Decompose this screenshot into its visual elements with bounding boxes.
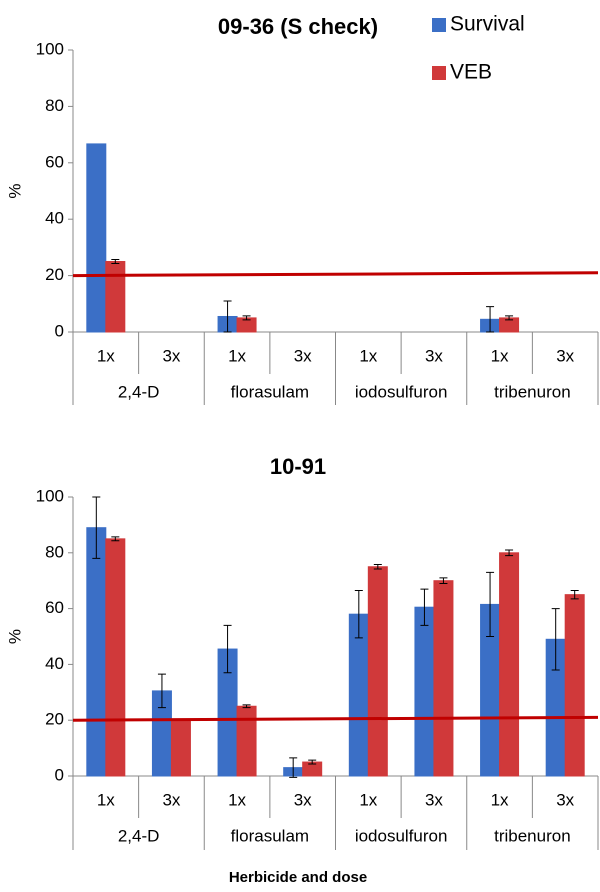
error-bar xyxy=(373,564,382,570)
error-bar xyxy=(242,704,251,709)
x-tick-label: 3x xyxy=(294,346,312,365)
error-bar xyxy=(570,589,579,600)
x-tick-label: 3x xyxy=(294,790,312,809)
y-tick-label: 80 xyxy=(45,542,64,561)
group-label: florasulam xyxy=(231,382,309,401)
y-tick-label: 60 xyxy=(45,598,64,617)
bar xyxy=(367,566,388,777)
error-bar xyxy=(157,673,166,709)
legend-label: VEB xyxy=(450,61,492,84)
x-axis-label: Herbicide and dose xyxy=(229,869,367,886)
error-bar xyxy=(111,259,120,264)
bar xyxy=(86,527,107,777)
y-axis-label: % xyxy=(5,183,24,198)
y-tick-label: 0 xyxy=(55,765,64,784)
error-bar xyxy=(505,549,514,557)
legend-swatch xyxy=(432,66,446,80)
y-tick-label: 40 xyxy=(45,209,64,228)
error-bar xyxy=(308,759,317,765)
y-tick-label: 20 xyxy=(45,265,64,284)
reference-line xyxy=(72,715,599,722)
x-tick-label: 1x xyxy=(228,346,246,365)
x-tick-label: 3x xyxy=(556,790,574,809)
error-bar xyxy=(289,757,298,778)
x-tick-label: 3x xyxy=(162,346,180,365)
x-tick-label: 1x xyxy=(359,790,377,809)
bar xyxy=(499,552,520,777)
error-bar xyxy=(111,536,120,542)
group-label: iodosulfuron xyxy=(355,382,448,401)
bar xyxy=(564,594,585,777)
error-bar xyxy=(551,608,560,671)
bar xyxy=(105,538,126,777)
group-label: tribenuron xyxy=(494,382,571,401)
reference-line xyxy=(72,271,599,278)
group-label: tribenuron xyxy=(494,826,571,845)
x-tick-label: 3x xyxy=(425,346,443,365)
x-tick-label: 1x xyxy=(359,346,377,365)
x-tick-label: 1x xyxy=(97,790,115,809)
x-tick-label: 1x xyxy=(491,346,509,365)
bar xyxy=(348,613,369,777)
y-tick-label: 40 xyxy=(45,654,64,673)
y-tick-label: 100 xyxy=(36,39,64,58)
y-tick-label: 0 xyxy=(55,321,64,340)
error-bar xyxy=(486,306,495,333)
legend-label: Survival xyxy=(450,13,525,36)
bar xyxy=(433,580,454,777)
x-tick-label: 1x xyxy=(228,790,246,809)
legend-swatch xyxy=(432,18,446,32)
error-bar xyxy=(439,577,448,584)
x-tick-label: 3x xyxy=(425,790,443,809)
error-bar xyxy=(223,624,232,674)
error-bar xyxy=(92,496,101,559)
chart-title: 10-91 xyxy=(270,454,326,479)
x-tick-label: 1x xyxy=(97,346,115,365)
y-tick-label: 20 xyxy=(45,710,64,729)
group-label: florasulam xyxy=(231,826,309,845)
group-label: 2,4-D xyxy=(118,826,160,845)
error-bar xyxy=(223,300,232,333)
bar xyxy=(170,719,191,777)
chart-title: 09-36 (S check) xyxy=(218,14,378,39)
y-axis-label: % xyxy=(5,629,24,644)
error-bar xyxy=(486,571,495,637)
y-tick-label: 100 xyxy=(36,486,64,505)
group-label: iodosulfuron xyxy=(355,826,448,845)
bar xyxy=(236,705,257,777)
y-tick-label: 80 xyxy=(45,96,64,115)
bar xyxy=(86,143,107,333)
x-tick-label: 3x xyxy=(162,790,180,809)
x-tick-label: 1x xyxy=(491,790,509,809)
error-bar xyxy=(354,589,363,639)
error-bar xyxy=(420,588,429,626)
bar xyxy=(105,261,126,333)
bar xyxy=(414,606,435,777)
y-tick-label: 60 xyxy=(45,152,64,171)
error-bar xyxy=(242,315,251,321)
x-tick-label: 3x xyxy=(556,346,574,365)
group-label: 2,4-D xyxy=(118,382,160,401)
error-bar xyxy=(505,315,514,321)
